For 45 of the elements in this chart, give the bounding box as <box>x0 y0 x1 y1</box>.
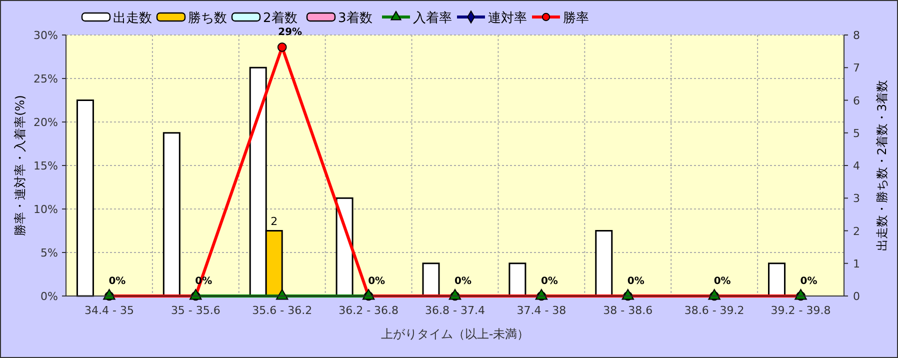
y-tick-label: 15% <box>34 160 58 172</box>
y2-tick-label: 8 <box>853 29 860 42</box>
x-axis-title: 上がりタイム（以上-未満） <box>380 327 530 341</box>
bar <box>76 100 94 297</box>
x-tick-label: 36.8 - 37.4 <box>425 304 485 317</box>
data-label: 0% <box>368 276 386 287</box>
data-label: 0% <box>540 276 558 287</box>
y2-tick-label: 1 <box>853 257 860 270</box>
y2-tick-label: 0 <box>853 290 860 303</box>
y2-tick-label: 5 <box>853 126 860 140</box>
y-tick-label: 30% <box>34 29 58 42</box>
legend-label: 入着率 <box>413 10 452 26</box>
legend-label: 連対率 <box>488 10 527 26</box>
x-tick-label: 35 - 35.6 <box>170 304 220 317</box>
x-tick-label: 38.6 - 39.2 <box>684 304 744 317</box>
legend-label: 勝率 <box>563 10 589 26</box>
data-label: 0% <box>454 276 472 287</box>
y2-tick-label: 2 <box>853 224 860 238</box>
data-label: 0% <box>627 276 644 287</box>
legend-label: 3着数 <box>338 10 372 26</box>
y2-axis-title: 出走数・勝ち数・2着数・3着数 <box>875 80 889 252</box>
data-label: 0% <box>800 276 818 287</box>
legend-label: 出走数 <box>113 11 152 26</box>
data-label: 29% <box>278 27 302 38</box>
x-tick-label: 38 - 38.6 <box>603 304 653 317</box>
y2-tick-label: 4 <box>853 160 860 172</box>
y-tick-label: 10% <box>34 203 58 216</box>
x-tick-label: 35.6 - 36.2 <box>252 304 312 317</box>
data-label: 0% <box>108 276 126 287</box>
x-tick-label: 34.4 - 35 <box>84 304 134 317</box>
y2-tick-label: 3 <box>853 192 860 206</box>
y-tick-label: 25% <box>34 72 58 86</box>
data-label: 0% <box>714 276 731 287</box>
y2-tick-label: 7 <box>853 62 860 75</box>
y-tick-label: 5% <box>40 246 58 260</box>
x-tick-label: 37.4 - 38 <box>516 304 566 317</box>
y-tick-label: 20% <box>34 116 58 129</box>
y2-tick-label: 6 <box>853 94 860 108</box>
x-tick-label: 39.2 - 39.8 <box>770 304 831 317</box>
x-tick-label: 36.2 - 36.8 <box>338 304 399 317</box>
y-axis-title: 勝率・連対率・入着率(%) <box>13 95 27 236</box>
y-tick-label: 0% <box>40 290 58 303</box>
legend-label: 勝ち数 <box>188 11 227 26</box>
data-label: 2 <box>270 214 278 228</box>
legend-label: 2着数 <box>263 10 298 26</box>
